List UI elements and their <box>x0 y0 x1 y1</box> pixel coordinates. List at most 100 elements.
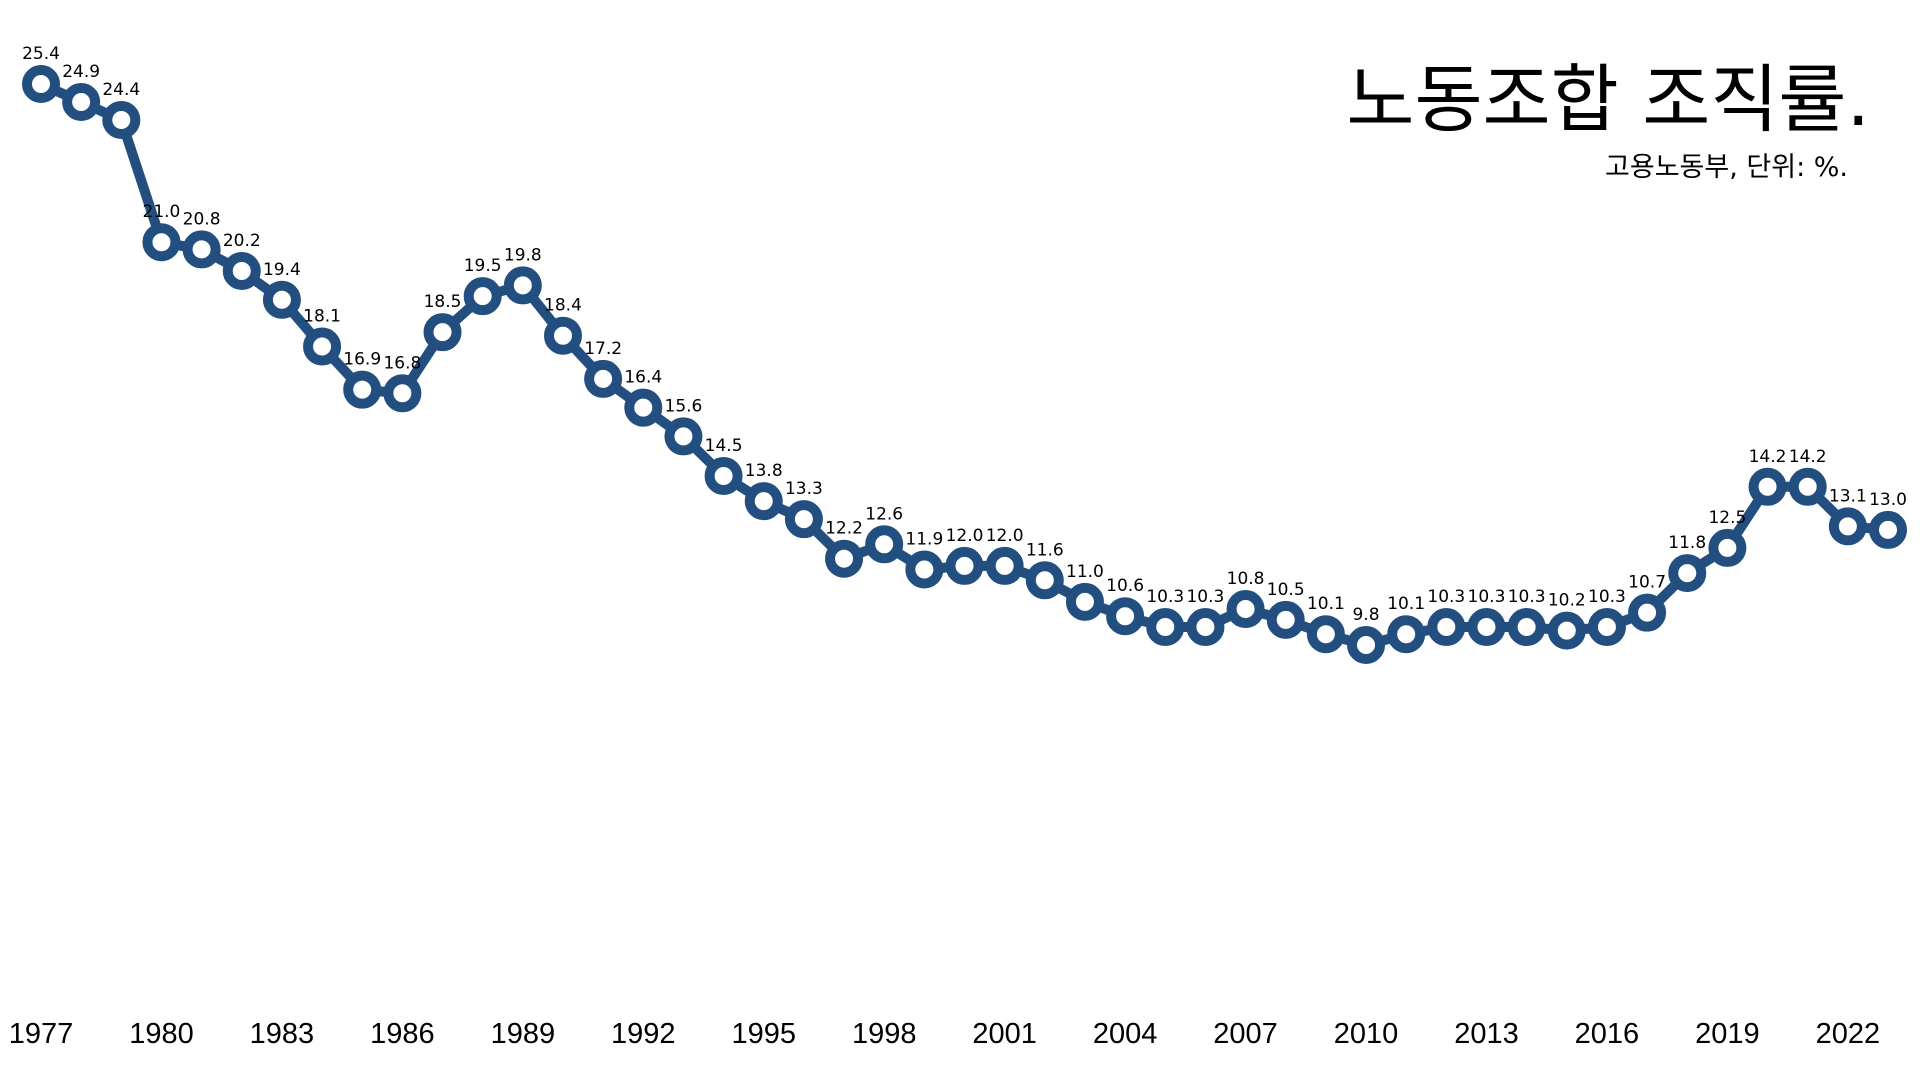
data-label-1978: 24.9 <box>62 62 100 82</box>
data-label-1980: 21.0 <box>143 202 181 222</box>
data-label-2001: 12.0 <box>986 526 1024 546</box>
data-point-1992[interactable] <box>624 388 663 427</box>
data-label-2003: 11.0 <box>1066 562 1104 582</box>
data-label-2007: 10.8 <box>1227 569 1265 589</box>
data-point-1998[interactable] <box>865 525 904 564</box>
data-label-2010: 9.8 <box>1352 605 1379 625</box>
data-point-2022[interactable] <box>1828 507 1867 546</box>
data-label-2015: 10.2 <box>1548 591 1586 611</box>
x-tick-1983: 1983 <box>250 1018 315 1050</box>
data-point-2003[interactable] <box>1065 582 1104 621</box>
data-point-1985[interactable] <box>343 370 382 409</box>
chart-title: 노동조합 조직률. <box>1346 57 1870 143</box>
data-label-1985: 16.9 <box>343 350 381 370</box>
data-point-2019[interactable] <box>1708 528 1747 567</box>
data-label-2016: 10.3 <box>1588 587 1626 607</box>
data-point-2008[interactable] <box>1266 600 1305 639</box>
data-label-1996: 13.3 <box>785 479 823 499</box>
data-point-1984[interactable] <box>303 327 342 366</box>
data-label-2023: 13.0 <box>1869 490 1907 510</box>
data-point-1989[interactable] <box>503 266 542 305</box>
data-point-1995[interactable] <box>744 482 783 521</box>
data-point-1994[interactable] <box>704 456 743 495</box>
data-point-2001[interactable] <box>985 546 1024 585</box>
data-label-2005: 10.3 <box>1146 587 1184 607</box>
data-point-1982[interactable] <box>222 252 261 290</box>
data-label-1982: 20.2 <box>223 231 261 251</box>
data-point-1980[interactable] <box>142 223 181 262</box>
x-tick-1980: 1980 <box>129 1018 194 1050</box>
data-label-1988: 19.5 <box>464 256 502 276</box>
data-label-1989: 19.8 <box>504 245 542 265</box>
data-point-1996[interactable] <box>784 500 823 539</box>
chart-subtitle: 고용노동부, 단위: %. <box>1605 152 1848 183</box>
data-point-1987[interactable] <box>423 313 462 352</box>
data-point-2020[interactable] <box>1748 467 1787 506</box>
data-point-1983[interactable] <box>262 280 301 319</box>
data-point-1991[interactable] <box>584 359 623 398</box>
x-tick-1989: 1989 <box>491 1018 556 1050</box>
data-point-2018[interactable] <box>1668 554 1707 593</box>
data-label-1997: 12.2 <box>825 519 863 539</box>
data-point-2009[interactable] <box>1306 615 1345 654</box>
data-point-1988[interactable] <box>463 277 502 316</box>
data-label-1981: 20.8 <box>183 209 221 229</box>
data-point-2021[interactable] <box>1788 467 1827 506</box>
data-point-2006[interactable] <box>1186 608 1225 647</box>
data-label-2002: 11.6 <box>1026 540 1064 560</box>
data-label-2012: 10.3 <box>1427 587 1465 607</box>
data-label-2018: 11.8 <box>1668 533 1706 553</box>
data-point-1999[interactable] <box>905 550 944 589</box>
data-label-2017: 10.7 <box>1628 573 1666 593</box>
data-label-2013: 10.3 <box>1468 587 1506 607</box>
data-point-2012[interactable] <box>1427 608 1466 647</box>
data-label-2020: 14.2 <box>1749 447 1787 467</box>
data-label-1977: 25.4 <box>22 44 60 64</box>
data-point-2010[interactable] <box>1347 626 1386 664</box>
data-label-2021: 14.2 <box>1789 447 1827 467</box>
x-tick-2007: 2007 <box>1213 1018 1278 1050</box>
data-label-2006: 10.3 <box>1186 587 1224 607</box>
data-label-1987: 18.5 <box>424 292 462 312</box>
x-tick-1992: 1992 <box>611 1018 676 1050</box>
x-tick-2019: 2019 <box>1695 1018 1760 1050</box>
data-point-2002[interactable] <box>1025 561 1064 600</box>
data-label-1984: 18.1 <box>303 307 341 327</box>
data-point-1981[interactable] <box>182 230 221 269</box>
data-label-1993: 15.6 <box>665 396 703 416</box>
data-point-1977[interactable] <box>22 65 60 103</box>
data-label-2019: 12.5 <box>1708 508 1746 528</box>
data-label-1999: 11.9 <box>905 529 943 549</box>
data-point-2013[interactable] <box>1467 608 1506 647</box>
data-point-1997[interactable] <box>825 539 864 578</box>
data-labels: 25.424.924.4 21.0 20.820.219.4 18.1 16.9 16.8… <box>22 44 1907 625</box>
x-tick-2010: 2010 <box>1334 1018 1399 1050</box>
data-point-1993[interactable] <box>664 417 703 456</box>
data-point-2015[interactable] <box>1547 611 1586 650</box>
data-label-2008: 10.5 <box>1267 580 1305 600</box>
data-label-1986: 16.8 <box>383 353 421 373</box>
x-tick-2022: 2022 <box>1816 1018 1881 1050</box>
data-label-1992: 16.4 <box>624 368 662 388</box>
data-point-1979[interactable] <box>102 100 141 139</box>
data-point-2005[interactable] <box>1146 608 1185 647</box>
data-point-1990[interactable] <box>543 316 582 355</box>
data-point-2004[interactable] <box>1106 597 1145 636</box>
data-point-2016[interactable] <box>1587 608 1626 647</box>
data-label-2022: 13.1 <box>1829 486 1867 506</box>
data-point-2017[interactable] <box>1628 593 1667 632</box>
data-label-1994: 14.5 <box>705 436 743 456</box>
data-point-2023[interactable] <box>1869 510 1907 549</box>
data-label-2000: 12.0 <box>946 526 984 546</box>
data-point-1978[interactable] <box>62 82 101 121</box>
x-tick-2013: 2013 <box>1454 1018 1519 1050</box>
data-label-1991: 17.2 <box>584 339 622 359</box>
data-label-1983: 19.4 <box>263 260 301 280</box>
data-point-2014[interactable] <box>1507 608 1546 647</box>
data-point-2007[interactable] <box>1226 590 1265 629</box>
data-point-1986[interactable] <box>383 374 422 413</box>
data-label-1979: 24.4 <box>102 80 140 100</box>
data-point-2000[interactable] <box>945 546 984 585</box>
data-point-2011[interactable] <box>1387 615 1426 654</box>
